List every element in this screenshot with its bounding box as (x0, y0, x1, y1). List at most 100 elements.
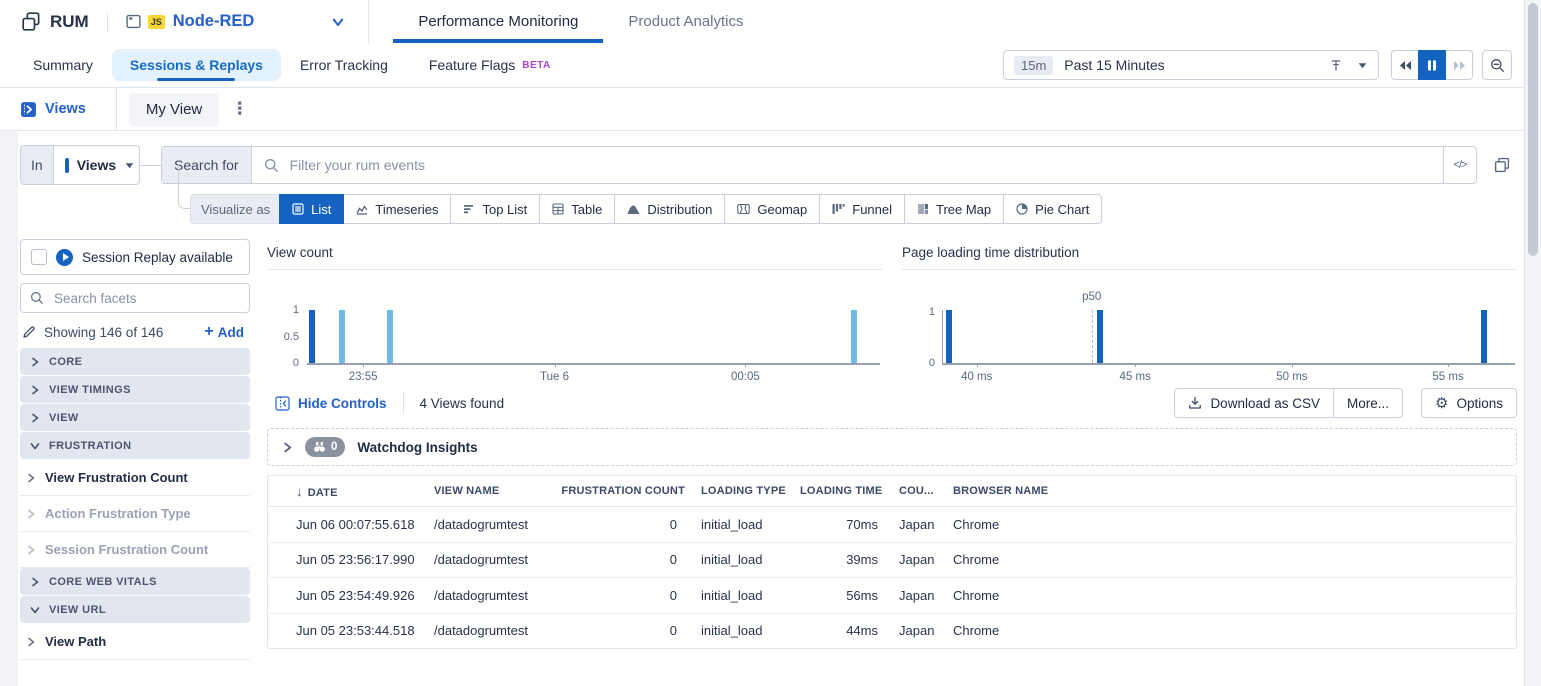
viz-option-funnel[interactable]: Funnel (819, 194, 906, 224)
application-name[interactable]: Node-RED (172, 12, 255, 30)
viz-option-top-list[interactable]: Top List (450, 194, 541, 224)
table-row[interactable]: Jun 05 23:56:17.990/datadogrumtest 0 initi… (268, 543, 1516, 578)
facet-group-core[interactable]: CORE (20, 348, 250, 375)
sort-descending-icon[interactable]: ↓ (296, 483, 303, 499)
x-axis-tickmark (745, 363, 747, 367)
column-loading-time[interactable]: LOADING TIME (800, 485, 883, 497)
tab-summary[interactable]: Summary (33, 57, 93, 73)
chart-bar[interactable] (339, 310, 346, 363)
table-row[interactable]: Jun 05 23:53:44.518/datadogrumtest 0 initi… (268, 614, 1516, 649)
facet-label: View Frustration Count (45, 470, 188, 485)
add-facet-button[interactable]: + Add (204, 323, 250, 341)
code-view-toggle[interactable]: </> (1443, 147, 1476, 183)
facet-group-view-url[interactable]: VIEW URL (20, 596, 250, 623)
hide-controls-label: Hide Controls (298, 395, 387, 411)
table-row[interactable]: Jun 05 23:54:49.926/datadogrumtest 0 initi… (268, 578, 1516, 614)
viz-option-list[interactable]: List (279, 194, 345, 224)
facet-action-frustration-type[interactable]: Action Frustration Type (20, 496, 250, 532)
tab-performance-monitoring[interactable]: Performance Monitoring (393, 0, 604, 43)
pin-icon[interactable] (1329, 58, 1343, 72)
time-range-selector[interactable]: 15m Past 15 Minutes (1003, 50, 1379, 80)
download-csv-button[interactable]: Download as CSV (1174, 388, 1334, 418)
facet-groups: CORE VIEW TIMINGS VIEW FRUSTRATION View Frus… (20, 348, 250, 660)
pencil-icon[interactable] (22, 325, 36, 339)
column-browser-name[interactable]: BROWSER NAME (953, 485, 1049, 497)
viz-option-pie-chart[interactable]: Pie Chart (1003, 194, 1103, 224)
copy-icon[interactable] (1494, 157, 1510, 173)
chevron-down-icon[interactable] (1357, 60, 1368, 71)
scrollbar-thumb[interactable] (1528, 3, 1538, 256)
chart-bar[interactable] (1097, 310, 1104, 363)
column-country[interactable]: COU... (899, 485, 934, 497)
facet-group-label: CORE (49, 355, 83, 368)
vertical-scrollbar[interactable] (1524, 0, 1541, 686)
column-loading-type[interactable]: LOADING TYPE (701, 485, 786, 497)
tab-my-view[interactable]: My View (128, 92, 220, 126)
session-replay-checkbox[interactable] (31, 249, 47, 265)
query-bar: In Views Search for </> (20, 145, 1510, 185)
column-frustration-count[interactable]: FRUSTRATION COUNT (561, 485, 685, 497)
x-axis-tickmark (554, 363, 556, 367)
table-row[interactable]: Jun 06 00:07:55.618/datadogrumtest 0 initi… (268, 507, 1516, 543)
facet-session-frustration-count[interactable]: Session Frustration Count (20, 532, 250, 568)
options-button[interactable]: ⚙ Options (1421, 388, 1517, 418)
views-label[interactable]: Views (45, 101, 86, 117)
viz-option-tree-map[interactable]: Tree Map (904, 194, 1005, 224)
facet-group-frustration[interactable]: FRUSTRATION (20, 432, 250, 459)
tab-error-tracking[interactable]: Error Tracking (299, 57, 388, 73)
chevron-right-icon (30, 357, 40, 367)
viz-option-timeseries[interactable]: Timeseries (343, 194, 452, 224)
tab-product-analytics[interactable]: Product Analytics (628, 13, 744, 30)
chart-bar[interactable] (309, 310, 316, 363)
facet-search-input[interactable] (52, 289, 240, 307)
viz-option-distribution[interactable]: Distribution (614, 194, 726, 224)
scope-dropdown[interactable]: Views (54, 146, 140, 184)
more-button[interactable]: More... (1333, 388, 1404, 418)
page-loading-time-plot[interactable]: 1 0 40 ms 45 ms 50 ms 55 ms p50 (929, 291, 1515, 383)
column-date[interactable]: ↓ DATE (296, 483, 338, 499)
pause-button[interactable] (1418, 50, 1446, 80)
facet-view-frustration-count[interactable]: View Frustration Count (20, 460, 250, 496)
top-header: RUM JS Node-RED Performance Monitoring P… (0, 0, 1524, 44)
views-panel-icon[interactable] (20, 101, 37, 118)
rewind-button[interactable] (1391, 50, 1419, 80)
connector-line (178, 164, 192, 209)
view-count-plot[interactable]: 1 0.5 0 23:55 Tue 6 00:05 (284, 304, 880, 383)
facet-view-path[interactable]: View Path (20, 624, 250, 660)
rum-events-filter-input[interactable] (287, 156, 1431, 174)
chart-bar[interactable] (1480, 310, 1487, 363)
facet-group-view-timings[interactable]: VIEW TIMINGS (20, 376, 250, 403)
table-header: ↓ DATE VIEW NAME FRUSTRATION COUNT LOADIN… (268, 476, 1516, 507)
tab-sessions-replays[interactable]: Sessions & Replays (111, 49, 281, 81)
left-gutter (0, 131, 18, 686)
forward-button[interactable] (1445, 50, 1473, 80)
tab-feature-flags[interactable]: Feature Flags BETA (401, 57, 564, 73)
chart-bar[interactable] (851, 310, 858, 363)
time-shortcut-badge: 15m (1014, 55, 1054, 75)
chevron-down-icon[interactable] (332, 16, 344, 28)
column-view-name[interactable]: VIEW NAME (434, 485, 500, 497)
session-replay-filter[interactable]: Session Replay available (20, 239, 250, 275)
scope-prefix-label: In (21, 146, 54, 184)
hide-controls-button[interactable]: Hide Controls (267, 396, 387, 411)
watchdog-insights[interactable]: 0 Watchdog Insights (267, 428, 1517, 466)
x-axis-tick: 50 ms (1276, 371, 1308, 383)
facet-group-view[interactable]: VIEW (20, 404, 250, 431)
viz-option-table[interactable]: Table (539, 194, 616, 224)
visualize-as-label: Visualize as (190, 194, 281, 224)
facet-group-core-web-vitals[interactable]: CORE WEB VITALS (20, 568, 250, 595)
facet-group-label: CORE WEB VITALS (49, 575, 157, 588)
viz-option-geomap[interactable]: Geomap (724, 194, 821, 224)
add-label: Add (217, 324, 244, 340)
table-icon (552, 203, 564, 215)
facet-label: Action Frustration Type (45, 506, 191, 521)
kebab-menu-icon[interactable]: ⋮ (231, 99, 249, 118)
viz-option-label: Table (571, 201, 603, 217)
chart-bar[interactable] (945, 310, 952, 363)
chevron-down-icon (30, 441, 40, 451)
cell-browser: Chrome (953, 623, 1000, 639)
results-controls: Hide Controls 4 Views found Download as … (267, 388, 1517, 418)
chart-bar[interactable] (387, 310, 394, 363)
chevron-right-icon[interactable] (282, 442, 293, 453)
zoom-out-button[interactable] (1482, 50, 1512, 80)
